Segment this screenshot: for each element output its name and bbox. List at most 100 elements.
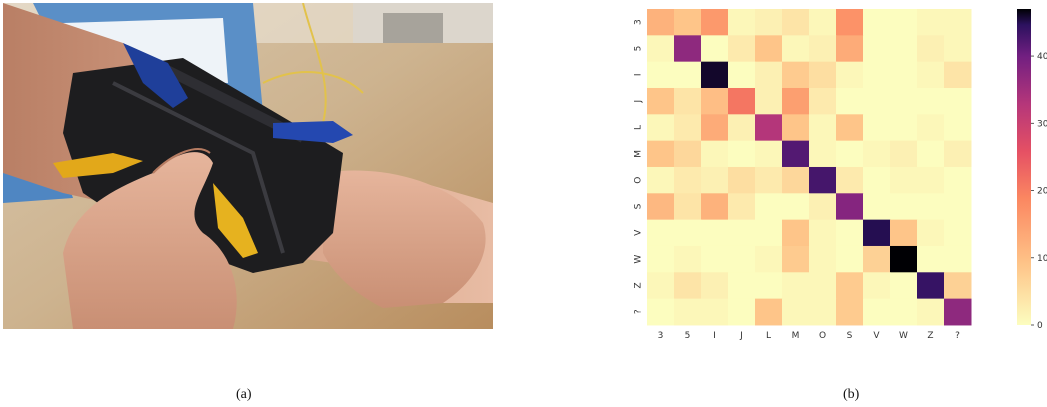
heatmap-cell-3-Z <box>917 9 945 36</box>
heatmap-cell-I-5 <box>674 61 702 89</box>
heatmap-cell-M-3 <box>647 140 675 168</box>
y-tick-label: 3 <box>634 19 644 25</box>
heatmap-cell-L-M <box>782 114 810 142</box>
heatmap-cell-V-S <box>836 219 864 247</box>
colorbar <box>1017 9 1031 325</box>
x-tick-label: 3 <box>658 331 664 341</box>
heatmap-cell-M-S <box>836 140 864 168</box>
colorbar-tick-label: 40 <box>1037 52 1047 62</box>
heatmap-cell-M-Z <box>917 140 945 168</box>
heatmap-cell-J-5 <box>674 87 702 115</box>
heatmap-cell-?-I <box>701 298 729 326</box>
heatmap-cell-M-? <box>944 140 972 168</box>
heatmap-cell-?-Z <box>917 298 945 326</box>
heatmap-cell-I-V <box>863 61 891 89</box>
heatmap-cell-?-L <box>755 298 783 326</box>
y-tick-label: 5 <box>634 46 644 52</box>
y-tick-label: I <box>634 73 644 76</box>
y-tick-label: J <box>634 100 644 104</box>
heatmap-cell-5-L <box>755 35 783 63</box>
heatmap-cell-Z-5 <box>674 272 702 300</box>
x-tick-label: 5 <box>685 331 691 341</box>
heatmap-cell-V-J <box>728 219 756 247</box>
heatmap-cell-J-M <box>782 87 810 115</box>
heatmap-cell-V-M <box>782 219 810 247</box>
heatmap-cell-S-L <box>755 193 783 221</box>
heatmap-cell-L-? <box>944 114 972 142</box>
colorbar-tick-label: 0 <box>1037 321 1043 331</box>
heatmap-cell-O-I <box>701 166 729 194</box>
heatmap-cell-W-5 <box>674 245 702 273</box>
heatmap-cell-L-W <box>890 114 918 142</box>
heatmap-cell-?-W <box>890 298 918 326</box>
heatmap-cell-?-O <box>809 298 837 326</box>
heatmap-cell-3-V <box>863 9 891 36</box>
heatmap-cell-5-J <box>728 35 756 63</box>
colorbar-tick-labels: 0 10 20 30 40 <box>1031 52 1047 331</box>
heatmap-cell-W-Z <box>917 245 945 273</box>
heatmap-cell-V-V <box>863 219 891 247</box>
x-tick-label: J <box>739 331 743 341</box>
colorbar-tick-label: 20 <box>1037 187 1047 197</box>
heatmap-cell-J-Z <box>917 87 945 115</box>
heatmap-cell-S-Z <box>917 193 945 221</box>
heatmap-cell-V-L <box>755 219 783 247</box>
y-tick-label: W <box>634 255 644 264</box>
heatmap-cell-J-S <box>836 87 864 115</box>
heatmap-cell-O-S <box>836 166 864 194</box>
heatmap-cell-O-O <box>809 166 837 194</box>
heatmap-cell-V-W <box>890 219 918 247</box>
heatmap-cell-O-V <box>863 166 891 194</box>
heatmap-cell-S-O <box>809 193 837 221</box>
heatmap-cell-M-W <box>890 140 918 168</box>
heatmap-cell-3-S <box>836 9 864 36</box>
heatmap-cell-J-J <box>728 87 756 115</box>
x-tick-label: I <box>713 331 716 341</box>
heatmap-cell-?-3 <box>647 298 675 326</box>
heatmap-cell-?-V <box>863 298 891 326</box>
heatmap-cell-I-S <box>836 61 864 89</box>
heatmap-cell-I-3 <box>647 61 675 89</box>
heatmap-cell-3-W <box>890 9 918 36</box>
y-tick-label: Z <box>634 282 644 288</box>
heatmap-cell-O-L <box>755 166 783 194</box>
caption-b: (b) <box>843 387 860 402</box>
heatmap-cell-O-5 <box>674 166 702 194</box>
y-tick-labels: 3 5 I J L M O S V W Z? <box>634 19 644 314</box>
heatmap-cell-I-J <box>728 61 756 89</box>
heatmap-cell-J-V <box>863 87 891 115</box>
heatmap-cell-L-3 <box>647 114 675 142</box>
heatmap-cell-?-S <box>836 298 864 326</box>
x-tick-labels: 3 5 I J L M O S V W Z? <box>658 331 960 341</box>
heatmap-cell-M-L <box>755 140 783 168</box>
wristband-photo <box>3 3 493 329</box>
heatmap-cell-S-V <box>863 193 891 221</box>
heatmap-cell-5-O <box>809 35 837 63</box>
heatmap-cell-?-J <box>728 298 756 326</box>
heatmap-cell-W-J <box>728 245 756 273</box>
heatmap-cell-M-5 <box>674 140 702 168</box>
heatmap-cell-S-5 <box>674 193 702 221</box>
heatmap-cell-L-V <box>863 114 891 142</box>
heatmap-cell-S-3 <box>647 193 675 221</box>
heatmap-cell-J-O <box>809 87 837 115</box>
heatmap-cell-W-O <box>809 245 837 273</box>
heatmap-cell-I-Z <box>917 61 945 89</box>
y-tick-label: ? <box>634 309 644 314</box>
heatmap-cell-?-5 <box>674 298 702 326</box>
heatmap-cell-3-L <box>755 9 783 36</box>
heatmap-cell-M-V <box>863 140 891 168</box>
heatmap-cell-V-5 <box>674 219 702 247</box>
heatmap-cell-3-J <box>728 9 756 36</box>
heatmap-cell-5-5 <box>674 35 702 63</box>
heatmap-cell-J-W <box>890 87 918 115</box>
confusion-matrix-heatmap: 3 5 I J L M O S V W Z? 3 5 I J L M O S V W Z? 0 10 20 30 40 <box>634 9 1047 341</box>
heatmap-cell-V-O <box>809 219 837 247</box>
heatmap-cell-O-J <box>728 166 756 194</box>
heatmap-cell-S-S <box>836 193 864 221</box>
heatmap-cell-M-I <box>701 140 729 168</box>
heatmap-cell-I-M <box>782 61 810 89</box>
heatmap-cell-Z-O <box>809 272 837 300</box>
heatmap-cell-O-? <box>944 166 972 194</box>
heatmap-cell-L-5 <box>674 114 702 142</box>
